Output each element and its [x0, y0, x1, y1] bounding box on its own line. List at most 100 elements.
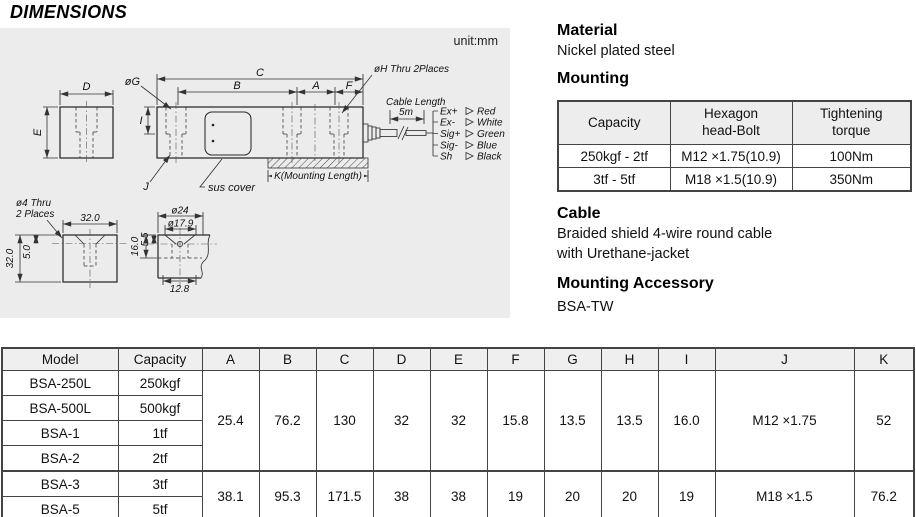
wire-signal-3: Sig-: [440, 141, 458, 152]
sus-cover-outline: [204, 111, 252, 156]
wire-color-2: Green: [477, 129, 505, 140]
wire-arrow-icon: [465, 117, 474, 127]
table-row: BSA-3 3tf 38.1 95.3 171.5 38 38 19 20 20…: [1, 470, 915, 517]
table-row: BSA-500L 500kgf: [1, 395, 914, 421]
dim-label-e: E: [32, 128, 44, 136]
capacity-cell: 3tf: [117, 470, 203, 497]
mounting-col-torque-line2: torque: [832, 123, 871, 138]
drawing-panel: unit:mm D E: [0, 28, 510, 318]
col-k: K: [853, 347, 915, 371]
mounting-col-bolt-line2: head-Bolt: [702, 123, 760, 138]
capacity-cell: 1tf: [117, 420, 203, 446]
cover-screw-dot: [211, 123, 215, 127]
cable-line1: Braided shield 4-wire round cable: [557, 226, 773, 242]
label-sus-cover: sus cover: [208, 182, 256, 194]
body-outline: [156, 106, 364, 159]
capacity-cell: 500kgf: [117, 395, 203, 421]
mounting-torque: 350Nm: [791, 167, 912, 192]
dim-label-a: A: [311, 80, 319, 92]
table-row: BSA-1 1tf: [1, 420, 914, 446]
wire-signal-1: Ex-: [440, 118, 456, 129]
dim-label-c: C: [256, 67, 264, 79]
mounting-heading: Mounting: [557, 70, 629, 87]
value-d: 38: [372, 470, 431, 517]
dim-32-height: 32.0: [5, 248, 16, 268]
col-c: C: [315, 347, 374, 371]
detail-side-view: ø24 ø17.9 5.5 16.0 12.8: [130, 206, 217, 295]
technical-drawing: D E C: [5, 64, 506, 295]
accessory-value: BSA-TW: [557, 299, 614, 315]
wire-arrow-icon: [465, 106, 474, 116]
value-k: 52: [853, 370, 915, 472]
wire-color-4: Black: [477, 152, 502, 163]
dimensions-table: Model Capacity A B C D E F G H I J K BSA…: [1, 347, 915, 517]
mounting-torque: 100Nm: [791, 144, 912, 168]
value-j: M18 ×1.5: [714, 470, 855, 517]
table-row: BSA-250L 250kgf 25.4 76.2 130 32 32 15.8…: [1, 370, 915, 472]
mounting-capacity: 3tf - 5tf: [557, 167, 671, 192]
callout-og: øG: [125, 76, 141, 88]
capacity-cell: 250kgf: [117, 370, 203, 396]
mounting-bolt: M18 ×1.5(10.9): [669, 167, 793, 192]
label-cable-length: Cable Length: [386, 97, 446, 108]
capacity-cell: 5tf: [117, 496, 203, 517]
table-row: BSA-5 5tf: [1, 496, 914, 517]
mounting-bolt: M12 ×1.75(10.9): [669, 144, 793, 168]
value-b: 76.2: [258, 370, 317, 472]
unit-label: unit:mm: [453, 34, 498, 48]
col-h: H: [600, 347, 659, 371]
col-a: A: [201, 347, 260, 371]
capacity-cell: 2tf: [117, 445, 203, 472]
mounting-col-torque-line1: Tightening: [819, 106, 883, 122]
mounting-col-torque: Tightening torque: [791, 100, 912, 145]
dim-label-j: J: [142, 181, 149, 193]
model-cell: BSA-2: [1, 445, 119, 472]
dim-32-width: 32.0: [80, 213, 100, 224]
dim-5-offset: 5.0: [22, 245, 33, 259]
model-cell: BSA-500L: [1, 395, 119, 421]
value-a: 38.1: [201, 470, 260, 517]
wire-arrow-icon: [465, 151, 474, 161]
value-g: 20: [543, 470, 602, 517]
dim-d24: ø24: [171, 206, 189, 217]
value-g: 13.5: [543, 370, 602, 472]
model-cell: BSA-5: [1, 496, 119, 517]
dim-160: 16.0: [130, 236, 141, 256]
end-view: D E: [32, 81, 114, 164]
dim-label-b: B: [233, 80, 240, 92]
table-row: BSA-2 2tf: [1, 445, 914, 472]
material-heading: Material: [557, 22, 618, 39]
model-cell: BSA-3: [1, 470, 119, 497]
value-c: 130: [315, 370, 374, 472]
col-d: D: [372, 347, 431, 371]
mounting-capacity: 250kgf - 2tf: [557, 144, 671, 168]
dim-label-d: D: [83, 81, 91, 93]
value-f: 19: [486, 470, 545, 517]
wire-color-3: Blue: [477, 141, 497, 152]
wire-signal-2: Sig+: [440, 129, 460, 140]
mounting-col-bolt-line1: Hexagon: [703, 106, 759, 122]
callout-oh: øH Thru 2Places: [374, 64, 449, 75]
value-h: 13.5: [600, 370, 659, 472]
accessory-heading: Mounting Accessory: [557, 275, 714, 292]
value-b: 95.3: [258, 470, 317, 517]
dim-label-i: I: [139, 115, 142, 127]
mounting-row: 250kgf - 2tf M12 ×1.75(10.9) 100Nm: [557, 144, 912, 168]
col-f: F: [486, 347, 545, 371]
col-model: Model: [1, 347, 119, 371]
dim-label-f: F: [346, 80, 354, 92]
dim-table-header-row: Model Capacity A B C D E F G H I J K: [1, 347, 915, 371]
main-view: C B A F øG øH Thru 2Places I J: [125, 64, 506, 194]
model-cell: BSA-1: [1, 420, 119, 446]
cable-heading: Cable: [557, 205, 601, 222]
col-e: E: [429, 347, 488, 371]
mounting-col-capacity: Capacity: [557, 100, 671, 145]
value-j: M12 ×1.75: [714, 370, 855, 472]
mounting-row: 3tf - 5tf M18 ×1.5(10.9) 350Nm: [557, 167, 912, 192]
value-e: 32: [429, 370, 488, 472]
label-k-mounting-length: K(Mounting Length): [274, 171, 362, 182]
material-value: Nickel plated steel: [557, 43, 675, 59]
wire-color-0: Red: [477, 107, 496, 118]
note-hole-line2: 2 Places: [15, 209, 54, 220]
